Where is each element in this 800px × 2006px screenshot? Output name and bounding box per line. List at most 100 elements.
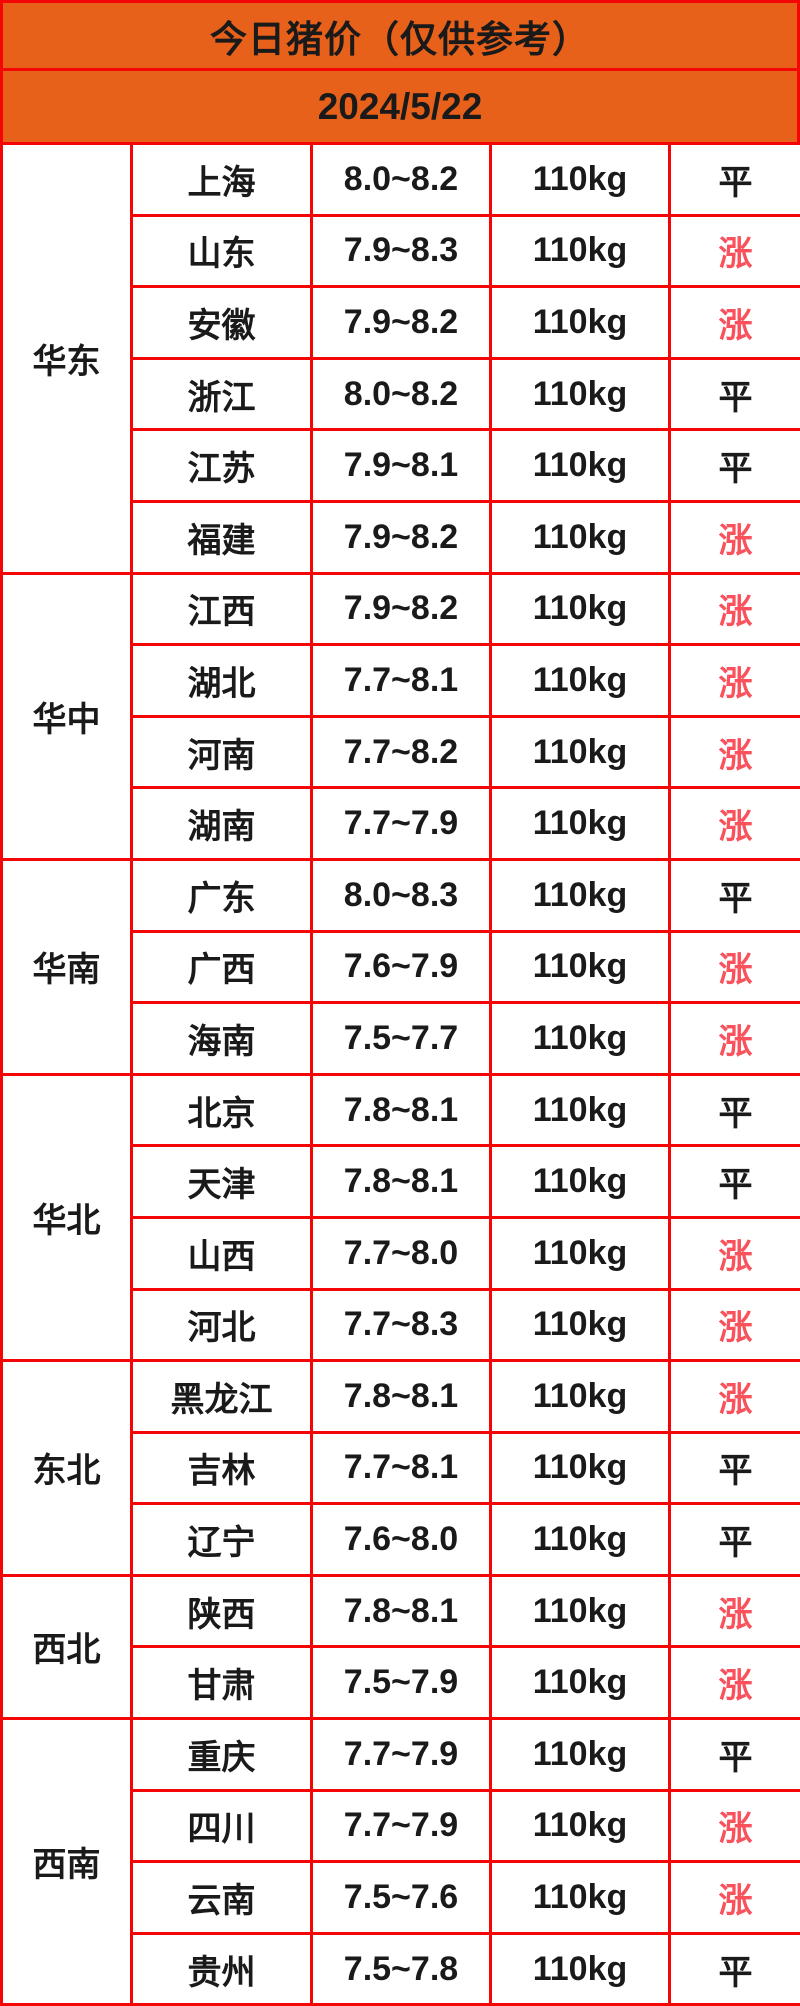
table-row: 湖南 7.7~7.9 110kg 涨 (2, 786, 800, 861)
price-range-cell: 7.8~8.1 (310, 1573, 492, 1649)
province-cell: 天津 (130, 1144, 313, 1219)
trend-cell: 涨 (668, 714, 800, 790)
province-cell: 陕西 (130, 1573, 313, 1649)
table-row: 海南 7.5~7.7 110kg 涨 (2, 1001, 800, 1076)
weight-cell: 110kg (489, 714, 671, 790)
region-cell: 华中 (0, 571, 133, 861)
table-row: 东北 黑龙江 7.8~8.1 110kg 涨 (0, 1359, 800, 1577)
weight-cell: 110kg (489, 1717, 671, 1792)
trend-cell: 涨 (668, 643, 800, 718)
table-row: 广西 7.6~7.9 110kg 涨 (2, 929, 800, 1005)
price-table: 华东 上海 8.0~8.2 110kg 平山东 7.9~8.3 110kg 涨安徽 7.9~8.… (0, 142, 800, 2006)
region-cell: 华南 (0, 857, 133, 1076)
weight-cell: 110kg (489, 1287, 671, 1363)
province-cell: 上海 (130, 142, 313, 217)
region-cell: 华北 (0, 1072, 133, 1363)
table-row: 山西 7.7~8.0 110kg 涨 (2, 1215, 800, 1291)
weight-cell: 110kg (489, 1215, 671, 1291)
table-row: 福建 7.9~8.2 110kg 涨 (2, 499, 800, 575)
trend-cell: 涨 (668, 1287, 800, 1363)
table-row: 西南 重庆 7.7~7.9 110kg 平 (0, 1717, 800, 2006)
province-cell: 云南 (130, 1860, 313, 1935)
trend-cell: 涨 (668, 213, 800, 289)
trend-cell: 涨 (668, 285, 800, 360)
weight-cell: 110kg (489, 1645, 671, 1721)
trend-cell: 平 (668, 1931, 800, 2006)
province-cell: 浙江 (130, 356, 313, 432)
price-range-cell: 8.0~8.3 (310, 857, 492, 933)
region-cell: 西南 (0, 1717, 133, 2006)
weight-cell: 110kg (489, 1502, 671, 1577)
table-row: 云南 7.5~7.6 110kg 涨 (2, 1860, 800, 1935)
table-row: 山东 7.9~8.3 110kg 涨 (2, 213, 800, 289)
province-cell: 广西 (130, 929, 313, 1005)
weight-cell: 110kg (489, 1860, 671, 1935)
price-range-cell: 7.6~8.0 (310, 1502, 492, 1577)
trend-cell: 平 (668, 356, 800, 432)
table-row: 辽宁 7.6~8.0 110kg 平 (2, 1502, 800, 1577)
price-range-cell: 7.5~7.7 (310, 1001, 492, 1076)
province-cell: 湖北 (130, 643, 313, 718)
province-cell: 江西 (130, 571, 313, 647)
trend-cell: 涨 (668, 786, 800, 861)
table-row: 华北 北京 7.8~8.1 110kg 平 (0, 1072, 800, 1363)
province-cell: 辽宁 (130, 1502, 313, 1577)
table-row: 天津 7.8~8.1 110kg 平 (2, 1144, 800, 1219)
province-cell: 江苏 (130, 428, 313, 503)
table-row: 华南 广东 8.0~8.3 110kg 平 (0, 857, 800, 1076)
weight-cell: 110kg (489, 1573, 671, 1649)
price-range-cell: 8.0~8.2 (310, 356, 492, 432)
table-row: 西北 陕西 7.8~8.1 110kg 涨 (0, 1573, 800, 1721)
region-cell: 西北 (0, 1573, 133, 1721)
page-title: 今日猪价（仅供参考） (0, 0, 800, 71)
table-row: 江苏 7.9~8.1 110kg 平 (2, 428, 800, 503)
price-range-cell: 7.7~7.9 (310, 1788, 492, 1864)
province-cell: 广东 (130, 857, 313, 933)
region-cell: 华东 (0, 142, 133, 575)
price-range-cell: 7.9~8.2 (310, 571, 492, 647)
trend-cell: 涨 (668, 1001, 800, 1076)
weight-cell: 110kg (489, 643, 671, 718)
trend-cell: 平 (668, 142, 800, 217)
weight-cell: 110kg (489, 857, 671, 933)
weight-cell: 110kg (489, 786, 671, 861)
weight-cell: 110kg (489, 1001, 671, 1076)
price-range-cell: 7.7~8.2 (310, 714, 492, 790)
price-range-cell: 7.8~8.1 (310, 1359, 492, 1434)
date-label: 2024/5/22 (0, 71, 800, 142)
price-range-cell: 7.5~7.9 (310, 1645, 492, 1721)
trend-cell: 涨 (668, 1359, 800, 1434)
province-cell: 福建 (130, 499, 313, 575)
trend-cell: 平 (668, 1144, 800, 1219)
province-cell: 贵州 (130, 1931, 313, 2006)
table-row: 湖北 7.7~8.1 110kg 涨 (2, 643, 800, 718)
weight-cell: 110kg (489, 1931, 671, 2006)
price-range-cell: 7.5~7.6 (310, 1860, 492, 1935)
weight-cell: 110kg (489, 428, 671, 503)
weight-cell: 110kg (489, 356, 671, 432)
region-cell: 东北 (0, 1359, 133, 1577)
province-cell: 山西 (130, 1215, 313, 1291)
price-range-cell: 7.7~8.1 (310, 643, 492, 718)
price-range-cell: 7.7~7.9 (310, 1717, 492, 1792)
province-cell: 湖南 (130, 786, 313, 861)
weight-cell: 110kg (489, 929, 671, 1005)
table-row: 河北 7.7~8.3 110kg 涨 (2, 1287, 800, 1363)
trend-cell: 平 (668, 1430, 800, 1506)
trend-cell: 涨 (668, 1645, 800, 1721)
province-cell: 黑龙江 (130, 1359, 313, 1434)
price-range-cell: 7.9~8.2 (310, 285, 492, 360)
table-row: 安徽 7.9~8.2 110kg 涨 (2, 285, 800, 360)
table-row: 四川 7.7~7.9 110kg 涨 (2, 1788, 800, 1864)
weight-cell: 110kg (489, 1359, 671, 1434)
trend-cell: 平 (668, 428, 800, 503)
weight-cell: 110kg (489, 285, 671, 360)
province-cell: 河南 (130, 714, 313, 790)
weight-cell: 110kg (489, 142, 671, 217)
weight-cell: 110kg (489, 1430, 671, 1506)
trend-cell: 涨 (668, 571, 800, 647)
province-cell: 安徽 (130, 285, 313, 360)
price-range-cell: 7.7~8.1 (310, 1430, 492, 1506)
trend-cell: 平 (668, 857, 800, 933)
trend-cell: 涨 (668, 1215, 800, 1291)
